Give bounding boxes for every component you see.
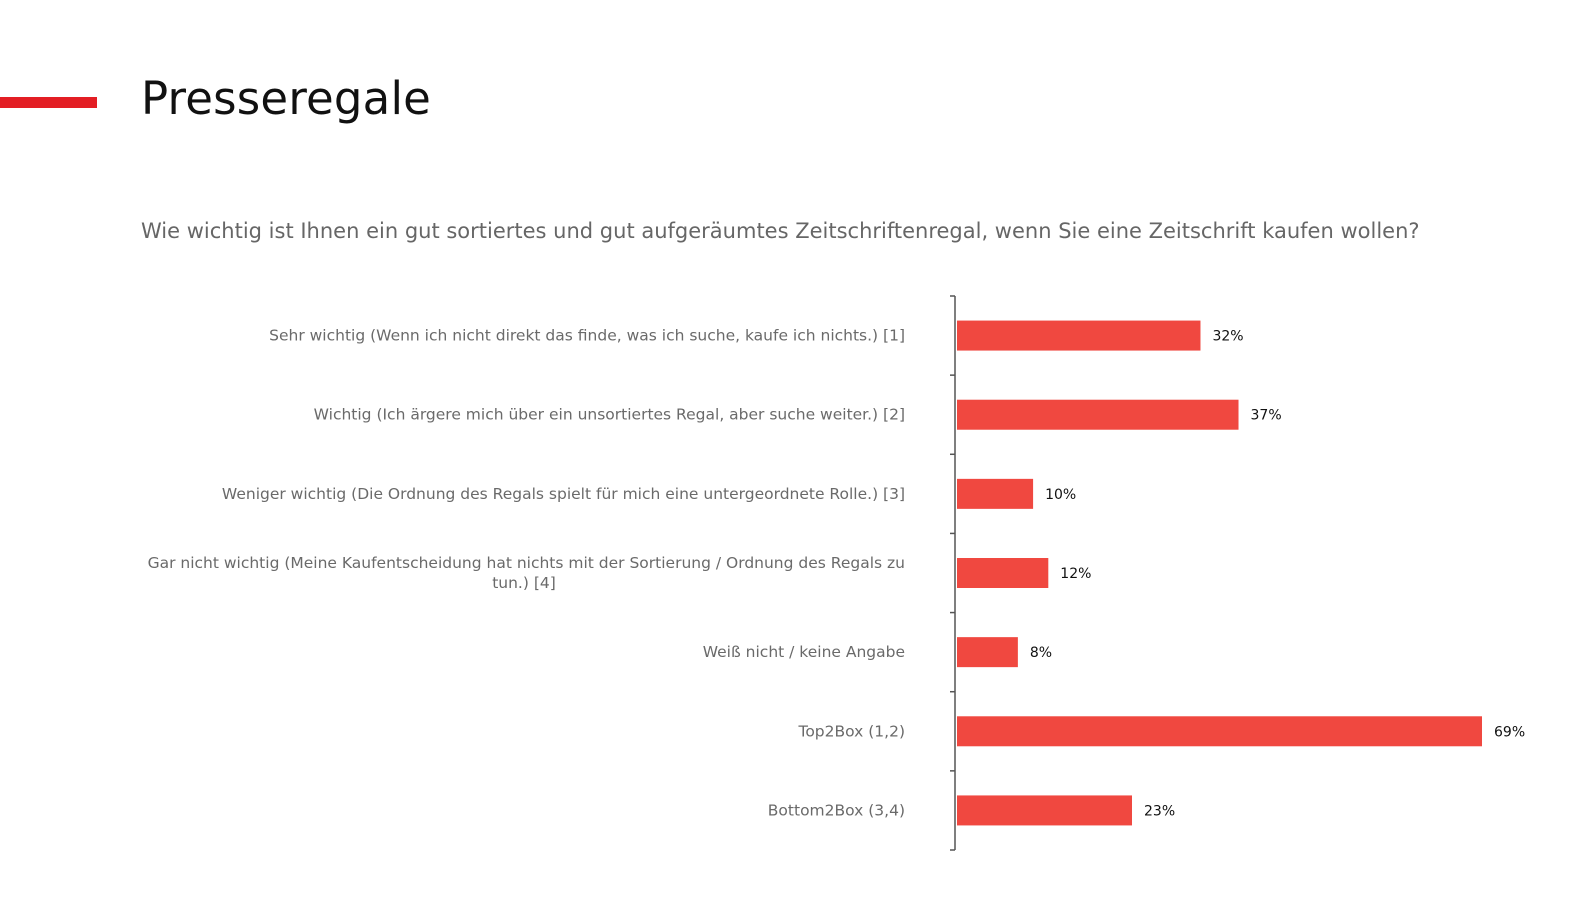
category-label: Top2Box (1,2) (797, 722, 905, 740)
data-label: 32% (1212, 329, 1243, 345)
bar (957, 320, 1201, 351)
category-label: Sehr wichtig (Wenn ich nicht direkt das … (269, 327, 905, 345)
bar (957, 637, 1018, 668)
category-label: Bottom2Box (3,4) (768, 801, 905, 819)
category-label: Wichtig (Ich ärgere mich über ein unsort… (314, 406, 905, 424)
bar (957, 716, 1482, 747)
data-label: 37% (1251, 408, 1282, 424)
page-title: Presseregale (141, 72, 432, 125)
data-label: 10% (1045, 487, 1076, 503)
data-label: 23% (1144, 803, 1175, 819)
category-label: Weniger wichtig (Die Ordnung des Regals … (222, 485, 905, 503)
bar (957, 558, 1049, 588)
data-label: 69% (1494, 724, 1525, 740)
data-label: 12% (1060, 566, 1091, 582)
survey-question: Wie wichtig ist Ihnen ein gut sortiertes… (141, 219, 1420, 243)
category-label: tun.) [4] (492, 574, 556, 592)
data-label: 8% (1030, 645, 1052, 661)
bar (957, 795, 1132, 826)
bar (957, 478, 1034, 509)
bar (957, 399, 1239, 430)
category-label: Weiß nicht / keine Angabe (703, 643, 905, 661)
category-label: Gar nicht wichtig (Meine Kaufentscheidun… (148, 554, 905, 572)
title-accent-bar (0, 97, 97, 108)
